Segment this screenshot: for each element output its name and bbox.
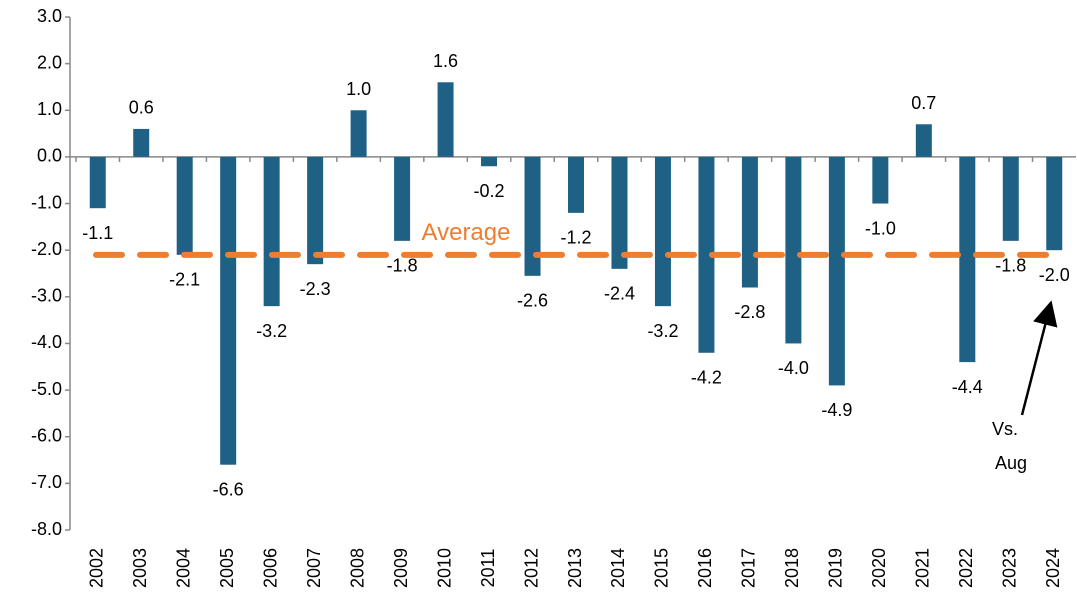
x-tick-label: 2024 <box>1043 548 1063 588</box>
value-label: -1.0 <box>865 218 896 238</box>
annotation: Aug <box>995 453 1027 473</box>
value-label: -1.8 <box>995 256 1026 276</box>
y-tick-label: -1.0 <box>31 192 62 212</box>
x-tick-label: 2023 <box>1000 548 1020 588</box>
bar <box>741 156 758 288</box>
y-tick-label: -5.0 <box>31 379 62 399</box>
value-label: -2.3 <box>300 279 331 299</box>
x-tick-label: 2019 <box>826 548 846 588</box>
value-label: -2.6 <box>517 291 548 311</box>
bar <box>698 156 715 353</box>
bar <box>872 156 889 204</box>
x-tick-label: 2009 <box>391 548 411 588</box>
annotation: Vs. <box>992 419 1018 439</box>
value-label: 0.6 <box>129 98 154 118</box>
bar <box>785 156 802 344</box>
value-label: -3.2 <box>647 321 678 341</box>
bar <box>915 124 932 157</box>
x-tick-label: 2020 <box>869 548 889 588</box>
bar <box>437 82 454 157</box>
average-label: Average <box>422 219 511 246</box>
value-label: -4.0 <box>778 358 809 378</box>
y-tick-label: -3.0 <box>31 286 62 306</box>
x-tick-label: 2012 <box>521 548 541 588</box>
value-label: -3.2 <box>256 321 287 341</box>
value-label: -4.4 <box>952 377 983 397</box>
x-tick-label: 2002 <box>86 548 106 588</box>
x-tick-label: 2015 <box>652 548 672 588</box>
bar <box>654 156 671 307</box>
bar <box>220 156 237 465</box>
bar <box>307 156 324 265</box>
value-label: -4.9 <box>821 400 852 420</box>
value-label: 0.7 <box>911 93 936 113</box>
x-tick-label: 2004 <box>173 548 193 588</box>
value-label: -1.8 <box>387 256 418 276</box>
x-tick-label: 2005 <box>217 548 237 588</box>
value-label: -1.2 <box>560 228 591 248</box>
value-label: 1.0 <box>346 79 371 99</box>
value-label: -2.1 <box>169 270 200 290</box>
bar <box>1046 156 1063 251</box>
x-tick-label: 2014 <box>608 548 628 588</box>
bar <box>828 156 845 386</box>
value-label: -2.0 <box>1039 265 1070 285</box>
x-tick-label: 2021 <box>913 548 933 588</box>
y-tick-label: -8.0 <box>31 519 62 539</box>
bar <box>611 156 628 269</box>
x-tick-label: 2017 <box>739 548 759 588</box>
bar <box>133 128 150 157</box>
value-label: -2.8 <box>734 302 765 322</box>
x-tick-label: 2010 <box>434 548 454 588</box>
bar <box>481 156 498 167</box>
value-label: 1.6 <box>433 51 458 71</box>
bar <box>176 156 193 255</box>
x-tick-label: 2022 <box>956 548 976 588</box>
y-tick-label: 3.0 <box>37 6 62 26</box>
value-label: -4.2 <box>691 368 722 388</box>
bar <box>263 156 280 307</box>
y-tick-label: 2.0 <box>37 52 62 72</box>
x-tick-label: 2006 <box>260 548 280 588</box>
y-tick-label: -4.0 <box>31 332 62 352</box>
bar <box>89 156 106 209</box>
x-tick-label: 2018 <box>782 548 802 588</box>
x-tick-label: 2011 <box>478 549 498 588</box>
x-tick-label: 2016 <box>695 548 715 588</box>
y-tick-label: -6.0 <box>31 425 62 445</box>
x-tick-label: 2007 <box>304 548 324 588</box>
y-tick-label: 1.0 <box>37 99 62 119</box>
value-label: -2.4 <box>604 284 635 304</box>
value-label: -6.6 <box>213 479 244 499</box>
x-tick-label: 2013 <box>565 548 585 588</box>
value-label: -0.2 <box>474 181 505 201</box>
value-label: -1.1 <box>82 223 113 243</box>
bar <box>1002 156 1019 241</box>
bar <box>394 156 411 241</box>
bar <box>524 156 541 276</box>
x-tick-label: 2003 <box>130 548 150 588</box>
bar <box>350 110 367 157</box>
y-tick-label: -7.0 <box>31 472 62 492</box>
annotation-arrow <box>1020 300 1058 416</box>
x-tick-label: 2008 <box>347 548 367 588</box>
bar <box>959 156 976 363</box>
y-tick-label: -2.0 <box>31 239 62 259</box>
bar <box>568 156 584 213</box>
y-tick-label: 0.0 <box>37 146 62 166</box>
